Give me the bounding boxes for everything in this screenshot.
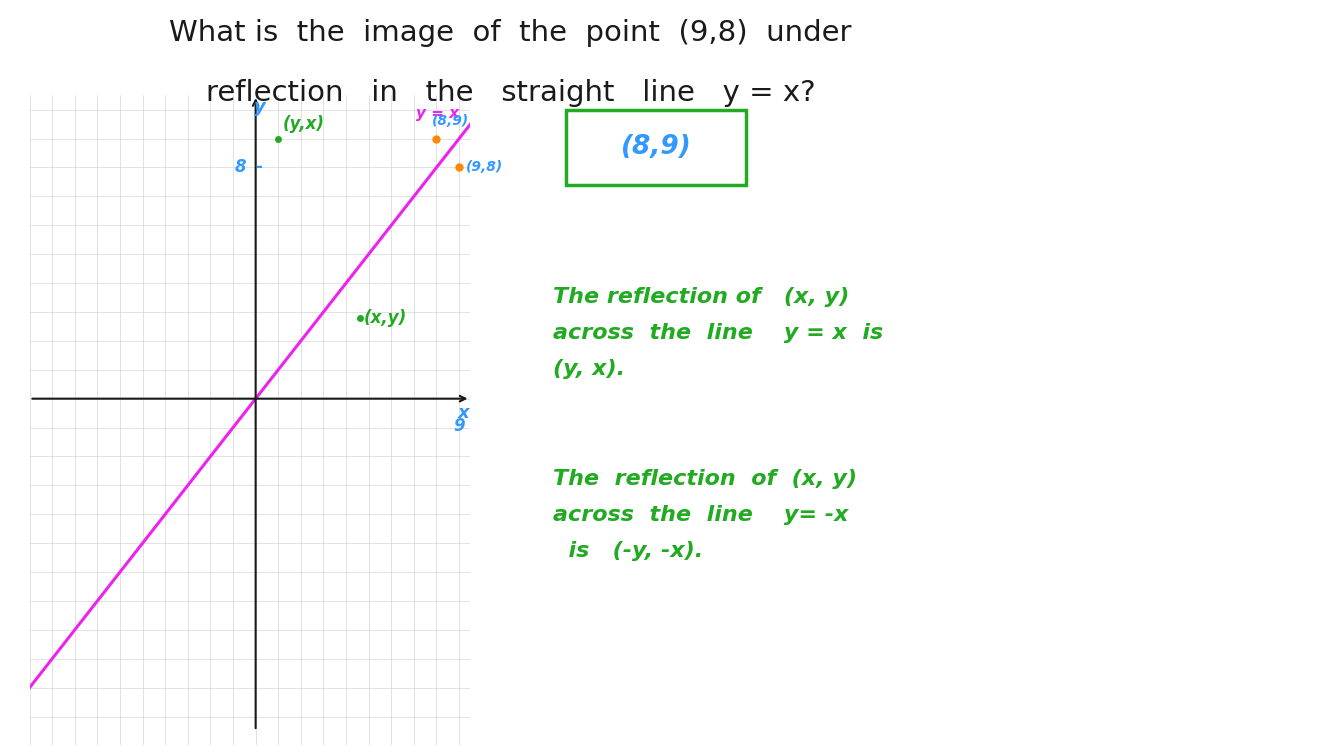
Text: (9,8): (9,8) — [466, 160, 503, 175]
Text: x: x — [458, 404, 469, 422]
Text: y: y — [254, 98, 266, 116]
Text: (8,9): (8,9) — [621, 135, 691, 160]
Text: What is  the  image  of  the  point  (9,8)  under: What is the image of the point (9,8) und… — [169, 19, 852, 47]
Text: (y,x): (y,x) — [282, 115, 325, 133]
Text: (x,y): (x,y) — [364, 308, 407, 327]
Text: (8,9): (8,9) — [431, 114, 469, 129]
Text: 8: 8 — [235, 159, 246, 176]
Text: -: - — [255, 159, 262, 176]
Text: The  reflection  of  (x, y)
across  the  line    y= -x
  is   (-y, -x).: The reflection of (x, y) across the line… — [552, 469, 856, 561]
Text: The reflection of   (x, y)
across  the  line    y = x  is
(y, x).: The reflection of (x, y) across the line… — [552, 287, 883, 380]
Text: reflection   in   the   straight   line   y = x?: reflection in the straight line y = x? — [206, 79, 816, 107]
Text: y = x: y = x — [417, 107, 460, 121]
FancyBboxPatch shape — [566, 110, 746, 185]
Text: 9: 9 — [453, 417, 465, 435]
